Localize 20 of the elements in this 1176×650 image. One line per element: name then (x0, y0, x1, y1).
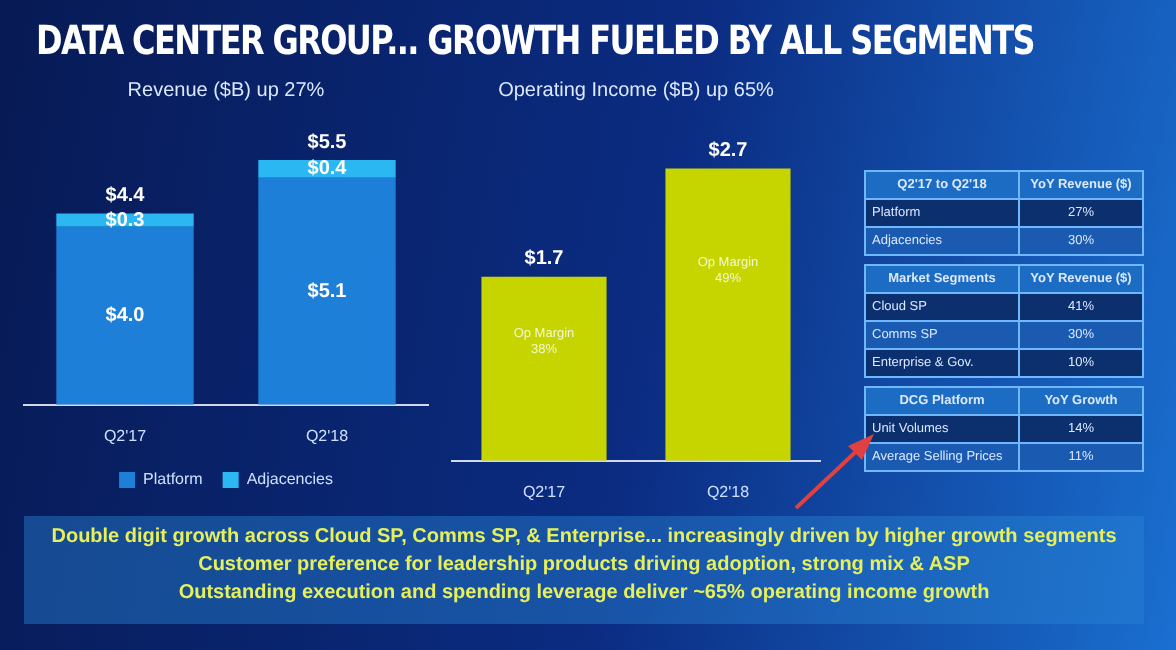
x-tick-label: Q2'18 (706, 482, 751, 501)
x-tick-label: Q2'17 (522, 482, 567, 501)
data-label: $2.7 (708, 140, 749, 163)
legend-label: Adjacencies (246, 470, 333, 489)
data-label: $4.0 (105, 305, 146, 328)
chart-title: Operating Income ($B) up 65% (496, 80, 776, 106)
text: Outstanding execution and spending leverage deliver ~65% operating income growth (176, 580, 992, 608)
total-label: $5.5 (307, 131, 348, 154)
x-tick-label: Q2'18 (305, 426, 350, 445)
data-label: $5.1 (307, 280, 348, 303)
text: Customer preference for leadership products driving adoption, strong mix & ASP (196, 552, 972, 580)
data-label: $0.3 (105, 209, 146, 232)
data-label: $0.4 (307, 158, 348, 181)
text: Double digit growth across Cloud SP, Comms SP, & Enterprise... increasingly driven by higher growth segments (49, 524, 1119, 552)
chart-subtitle: Revenue ($B) up 27% (125, 80, 327, 106)
x-tick-label: Q2'17 (103, 426, 148, 445)
data-label: $1.7 (524, 248, 565, 271)
total-label: $4.4 (105, 184, 146, 207)
legend-label: Platform (143, 470, 204, 489)
text: DATA CENTER GROUP... GROWTH FUELED BY ALL SEGMENTS (36, 16, 1034, 64)
